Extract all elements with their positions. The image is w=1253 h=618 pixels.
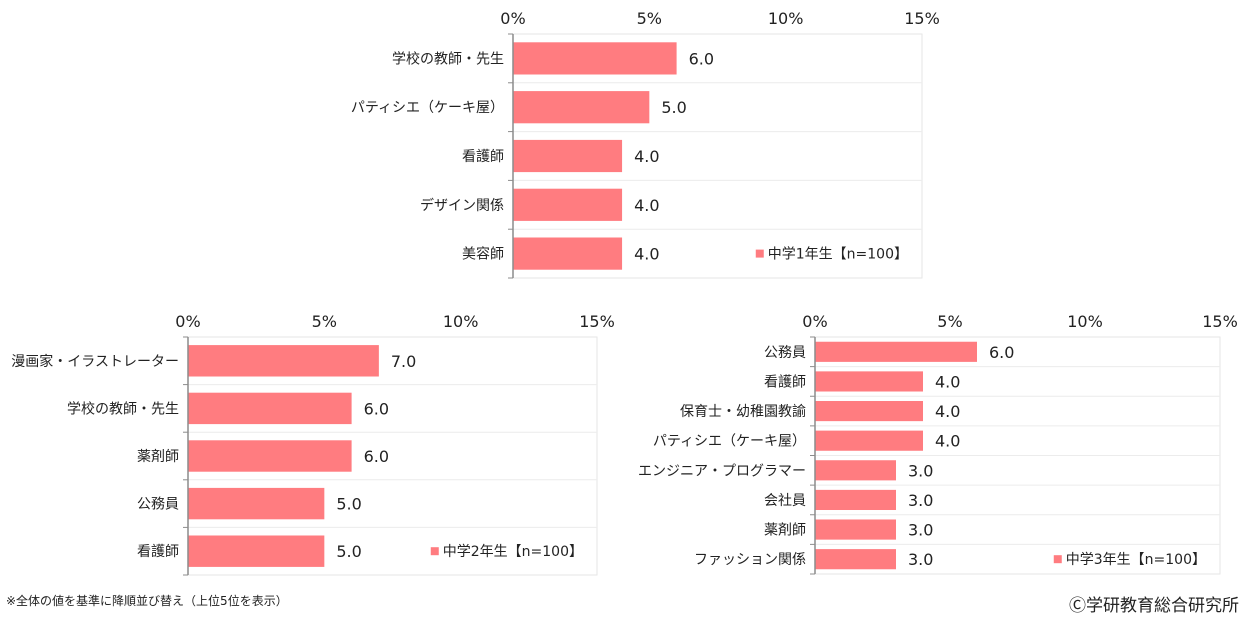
value-label: 3.0 [908,521,933,540]
value-label: 5.0 [336,495,361,514]
x-tick-label: 5% [312,312,337,331]
x-tick-label: 5% [937,312,962,331]
bar [513,188,623,221]
category-label: 学校の教師・先生 [392,50,504,67]
category-label: 漫画家・イラストレーター [11,353,179,370]
category-label: エンジニア・プログラマー [638,463,806,479]
legend-swatch [1053,555,1062,564]
bar [188,345,379,377]
value-label: 3.0 [908,461,933,480]
bar [815,549,896,570]
legend-swatch [755,249,764,258]
x-tick-label: 15% [904,9,940,28]
bar [513,237,623,270]
category-label: 公務員 [764,345,806,361]
value-label: 4.0 [634,147,659,166]
category-label: 美容師 [462,246,504,263]
category-label: 保育士・幼稚園教諭 [680,404,806,420]
category-label: 会社員 [764,493,806,509]
category-label: デザイン関係 [420,197,504,214]
x-tick-label: 0% [802,312,827,331]
bar [188,535,325,567]
bar [815,371,923,392]
x-tick-label: 0% [175,312,200,331]
bar [188,392,352,425]
footnote: ※全体の値を基準に降順並び替え（上位5位を表示） [6,594,288,608]
value-label: 7.0 [391,352,416,371]
legend-label: 中学3年生【n=100】 [1066,552,1206,568]
bar [513,42,677,75]
category-label: 薬剤師 [137,449,179,465]
category-label: パティシエ（ケーキ屋） [351,100,504,116]
legend-label: 中学2年生【n=100】 [443,544,583,560]
category-label: 公務員 [137,497,179,513]
value-label: 4.0 [935,432,960,451]
category-label: パティシエ（ケーキ屋） [653,434,806,450]
value-label: 3.0 [908,550,933,569]
value-label: 3.0 [908,491,933,510]
copyright: Ⓒ学研教育総合研究所 [1069,596,1239,616]
legend-label: 中学1年生【n=100】 [768,247,908,263]
bar [815,460,896,481]
bar [513,91,650,124]
x-tick-label: 15% [1202,312,1238,331]
value-label: 4.0 [935,402,960,421]
bar [815,519,896,540]
x-tick-label: 10% [768,9,804,28]
category-label: 薬剤師 [764,523,806,539]
bar [815,430,923,451]
value-label: 6.0 [364,399,389,418]
x-tick-label: 0% [500,9,525,28]
category-label: 看護師 [137,544,179,560]
value-label: 4.0 [935,372,960,391]
value-label: 5.0 [661,98,686,117]
value-label: 6.0 [364,447,389,466]
bar [815,400,923,422]
category-label: ファッション関係 [694,552,806,568]
x-tick-label: 10% [443,312,479,331]
bar [815,341,977,362]
x-tick-label: 10% [1067,312,1103,331]
x-tick-label: 15% [579,312,615,331]
value-label: 5.0 [336,542,361,561]
category-label: 看護師 [764,374,806,390]
bar [188,440,352,472]
bar [188,487,325,520]
value-label: 4.0 [634,245,659,264]
value-label: 6.0 [989,343,1014,362]
bar [513,139,623,173]
category-label: 看護師 [462,149,504,165]
legend-swatch [430,547,439,556]
category-label: 学校の教師・先生 [67,400,179,417]
value-label: 6.0 [689,49,714,68]
x-tick-label: 5% [637,9,662,28]
value-label: 4.0 [634,196,659,215]
bar [815,489,896,511]
